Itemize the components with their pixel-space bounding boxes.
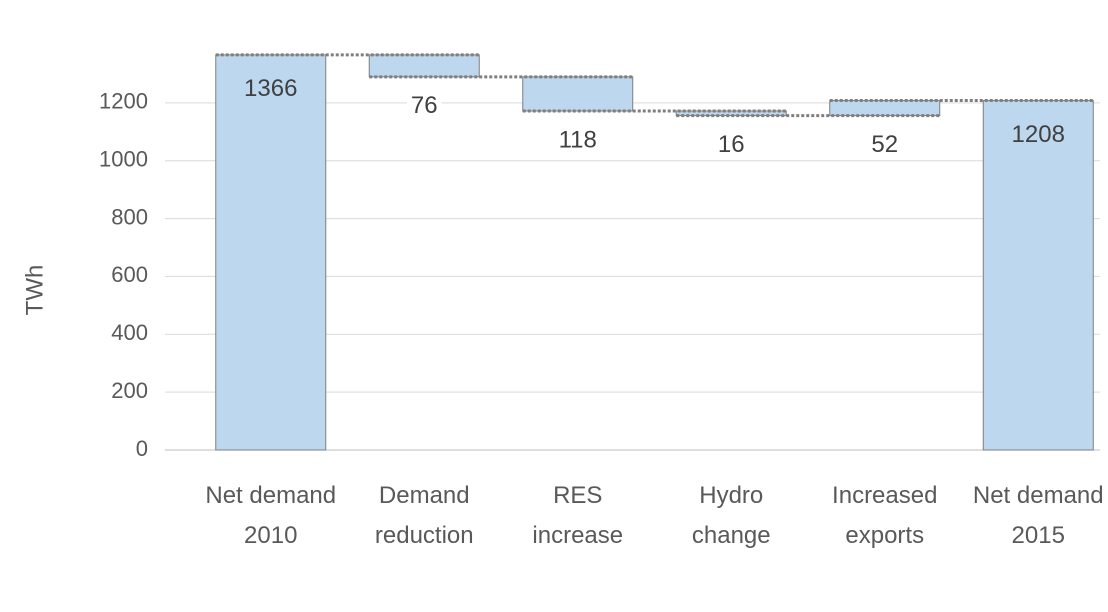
bar <box>829 100 941 117</box>
data-label: 16 <box>718 131 745 158</box>
y-tick-label: 200 <box>111 378 148 403</box>
y-axis-label: TWh <box>21 265 48 316</box>
data-label: 76 <box>411 92 438 119</box>
y-tick-label: 400 <box>111 320 148 345</box>
x-tick-label: RES increase <box>532 482 624 549</box>
y-tick-label: 1000 <box>99 147 148 172</box>
x-tick-label: Increased exports <box>832 482 938 549</box>
x-tick-label: Hydro change <box>691 482 771 549</box>
data-label: 1366 <box>244 75 297 102</box>
bar <box>215 54 327 451</box>
x-tick-label: Demand reduction <box>374 482 474 549</box>
label-background <box>867 130 903 158</box>
x-tick-label: Net demand 2010 <box>205 482 337 549</box>
label-background <box>406 92 442 120</box>
y-tick-label: 1200 <box>99 89 148 114</box>
bar <box>368 54 480 78</box>
label-background <box>554 126 601 154</box>
y-tick-label: 0 <box>136 436 148 461</box>
y-tick-label: 600 <box>111 262 148 287</box>
bar <box>982 100 1094 451</box>
bar <box>522 76 634 112</box>
x-tick-label: Net demand 2015 <box>972 482 1104 549</box>
data-label: 52 <box>871 131 898 158</box>
data-label: 1208 <box>1012 121 1065 148</box>
y-tick-label: 800 <box>111 204 148 229</box>
label-background <box>713 130 749 158</box>
data-label: 118 <box>559 126 597 153</box>
